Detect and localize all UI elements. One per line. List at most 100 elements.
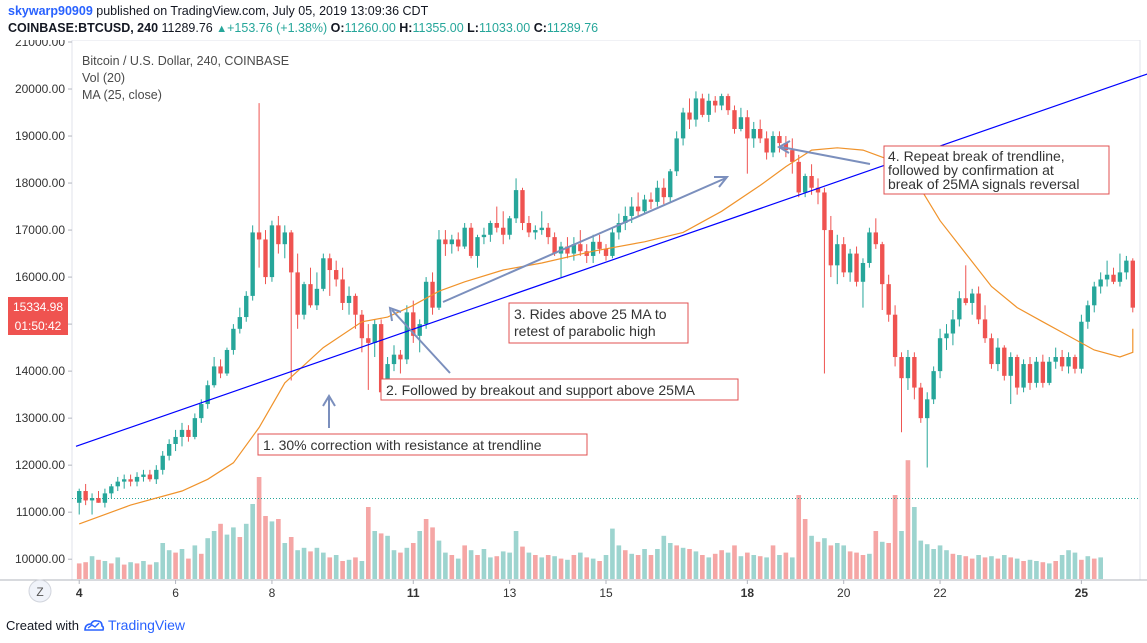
high-label: H: bbox=[399, 21, 413, 35]
candle bbox=[141, 469, 146, 482]
volume-bar bbox=[841, 545, 847, 579]
candle bbox=[346, 286, 352, 315]
volume-bar bbox=[385, 535, 390, 579]
volume-bar bbox=[912, 507, 917, 579]
volume-bar bbox=[76, 563, 82, 579]
candle bbox=[205, 380, 210, 409]
volume-bar bbox=[680, 547, 686, 579]
price-change: +153.76 (+1.38%) bbox=[227, 21, 328, 35]
volume-bar bbox=[468, 550, 474, 579]
candle bbox=[925, 392, 930, 468]
candle bbox=[590, 234, 596, 263]
volume-bar bbox=[1001, 555, 1007, 579]
candle bbox=[770, 131, 776, 158]
volume-bar bbox=[655, 549, 660, 579]
candle bbox=[134, 472, 140, 487]
x-tick-label: 11 bbox=[407, 586, 420, 600]
candle bbox=[777, 131, 782, 153]
note-2[interactable]: 2. Followed by breakout and support abov… bbox=[380, 378, 739, 401]
volume-bar bbox=[545, 555, 551, 579]
price-chart[interactable]: 21000.00 20000.00 19000.00 18000.00 17000.00… bbox=[0, 35, 1147, 610]
candle bbox=[147, 469, 153, 482]
candle bbox=[1053, 347, 1058, 369]
volume-bar bbox=[629, 553, 635, 579]
candle bbox=[244, 291, 249, 322]
legend-title: Bitcoin / U.S. Dollar, 240, COINBASE bbox=[82, 54, 289, 68]
candle bbox=[327, 253, 332, 296]
candle bbox=[308, 267, 313, 308]
candle bbox=[1072, 354, 1078, 374]
candle bbox=[976, 286, 981, 325]
volume-bar bbox=[455, 558, 461, 579]
volume-bar bbox=[526, 552, 532, 579]
trendline[interactable] bbox=[75, 68, 1147, 447]
arrow-3 bbox=[442, 177, 727, 303]
up-triangle-icon: ▲ bbox=[216, 23, 228, 35]
note-3-line1: 3. Rides above 25 MA to bbox=[514, 306, 667, 322]
volume-bar bbox=[854, 552, 859, 579]
volume-bar bbox=[301, 547, 307, 579]
volume-bar bbox=[507, 552, 512, 579]
candle bbox=[391, 345, 397, 372]
tradingview-link[interactable]: TradingView bbox=[107, 617, 186, 633]
volume-bar bbox=[642, 549, 647, 579]
candle bbox=[1066, 352, 1071, 374]
note-4-line1: 4. Repeat break of trendline, bbox=[888, 148, 1065, 164]
candle bbox=[398, 349, 403, 374]
volume-bar bbox=[500, 551, 506, 579]
candle bbox=[179, 422, 185, 447]
time-axis[interactable]: 4681113151820222527 bbox=[76, 580, 1147, 600]
volume-bar bbox=[134, 563, 140, 579]
candle bbox=[1021, 359, 1026, 393]
candle bbox=[462, 223, 467, 249]
volume-bar bbox=[886, 543, 891, 579]
volume-bar bbox=[802, 519, 808, 579]
volume-bar bbox=[565, 559, 570, 579]
volume-bar bbox=[899, 531, 904, 579]
candle bbox=[1008, 352, 1013, 405]
candle bbox=[89, 493, 95, 515]
candle bbox=[423, 277, 429, 329]
volume-bar bbox=[192, 545, 198, 579]
candle bbox=[751, 121, 756, 148]
legend-vol: Vol (20) bbox=[82, 71, 125, 85]
volume-bar bbox=[160, 543, 166, 579]
volume-bar bbox=[1053, 561, 1059, 579]
low-value: 11033.00 bbox=[478, 21, 531, 35]
volume-bar bbox=[1021, 561, 1026, 579]
candle bbox=[738, 107, 744, 132]
volume-bar bbox=[732, 545, 737, 579]
candle bbox=[982, 305, 988, 343]
volume-bar bbox=[288, 537, 294, 579]
volume-bar bbox=[404, 547, 410, 579]
annotation-arrows bbox=[322, 140, 871, 428]
candle bbox=[231, 324, 236, 355]
candle bbox=[963, 265, 968, 306]
candle bbox=[687, 98, 692, 129]
volume-bar bbox=[263, 516, 268, 579]
author-link[interactable]: skywarp90909 bbox=[8, 4, 93, 18]
candle bbox=[282, 225, 287, 259]
chart-area[interactable]: 21000.00 20000.00 19000.00 18000.00 17000.00… bbox=[0, 35, 1147, 610]
volume-bar bbox=[462, 545, 467, 579]
x-tick-label: 13 bbox=[503, 586, 517, 600]
y-tick-label: 17000.00 bbox=[15, 223, 65, 237]
volume-bar bbox=[963, 556, 969, 579]
price-axis[interactable]: 21000.00 20000.00 19000.00 18000.00 17000.00… bbox=[15, 35, 72, 566]
volume-bar bbox=[616, 545, 622, 579]
zoom-button[interactable]: Z bbox=[28, 579, 52, 603]
volume-bar bbox=[1072, 552, 1078, 579]
note-4[interactable]: 4. Repeat break of trendline, followed b… bbox=[883, 145, 1110, 195]
volume-bars bbox=[76, 460, 1103, 579]
published-text: published on TradingView.com, July 05, 2… bbox=[96, 4, 429, 18]
volume-bar bbox=[1091, 558, 1097, 579]
candle bbox=[706, 93, 711, 122]
candle bbox=[841, 237, 846, 278]
candle bbox=[411, 300, 416, 343]
note-1[interactable]: 1. 30% correction with resistance at tre… bbox=[257, 433, 588, 456]
note-3[interactable]: 3. Rides above 25 MA to retest of parabo… bbox=[508, 302, 689, 344]
candle bbox=[520, 187, 525, 231]
volume-bar bbox=[186, 558, 191, 579]
candle bbox=[764, 131, 769, 160]
volume-bar bbox=[700, 555, 705, 579]
